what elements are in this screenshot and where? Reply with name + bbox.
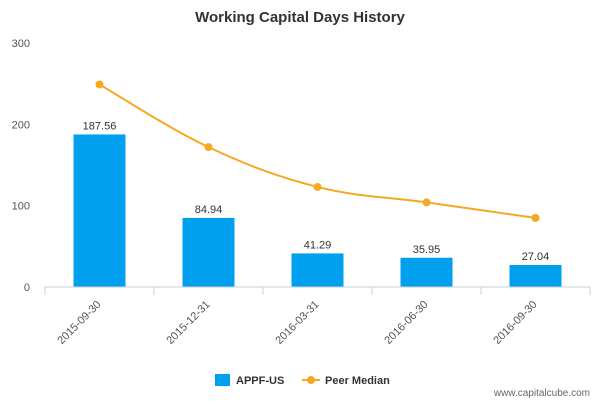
y-tick-label: 300: [12, 38, 30, 50]
peer-median-series: [95, 80, 540, 222]
bar: [291, 253, 344, 287]
bar: [73, 134, 126, 287]
y-axis-labels: 0 100 200 300: [12, 38, 30, 294]
bar-data-label: 84.94: [195, 204, 223, 216]
bar-series: [73, 134, 562, 287]
x-tick-label: 2016-09-30: [491, 299, 539, 347]
x-tick-label: 2015-09-30: [55, 299, 103, 347]
x-tick-label: 2016-03-31: [273, 299, 321, 347]
peer-median-point: [204, 143, 213, 152]
peer-median-point: [313, 182, 322, 191]
x-axis-labels: 2015-09-30 2015-12-31 2016-03-31 2016-06-30…: [55, 299, 539, 347]
y-tick-label: 0: [24, 282, 30, 294]
peer-median-line: [99, 83, 536, 219]
x-tick-label: 2016-06-30: [382, 299, 430, 347]
peer-median-point: [422, 198, 431, 207]
peer-median-point: [531, 213, 540, 222]
bar-data-label: 27.04: [522, 251, 550, 263]
chart-title: Working Capital Days History: [195, 9, 405, 26]
bar: [182, 217, 235, 287]
legend-label-peer: Peer Median: [325, 375, 390, 387]
bar: [509, 265, 562, 287]
legend-swatch-appf: [215, 374, 230, 386]
legend-swatch-peer-marker: [307, 376, 315, 384]
bar-data-labels: 187.56 84.94 41.29 35.95 27.04: [83, 120, 550, 263]
bar: [400, 257, 453, 287]
legend: APPF-US Peer Median: [215, 374, 390, 387]
bar-data-label: 41.29: [304, 239, 332, 251]
y-tick-label: 200: [12, 119, 30, 131]
bar-data-label: 35.95: [413, 244, 441, 256]
x-tick-label: 2015-12-31: [164, 299, 212, 347]
y-tick-label: 100: [12, 201, 30, 213]
bar-data-label: 187.56: [83, 120, 117, 132]
x-axis-ticks: [44, 287, 591, 295]
peer-median-point: [95, 80, 104, 89]
watermark: www.capitalcube.com: [493, 388, 590, 399]
legend-label-appf: APPF-US: [236, 375, 284, 387]
